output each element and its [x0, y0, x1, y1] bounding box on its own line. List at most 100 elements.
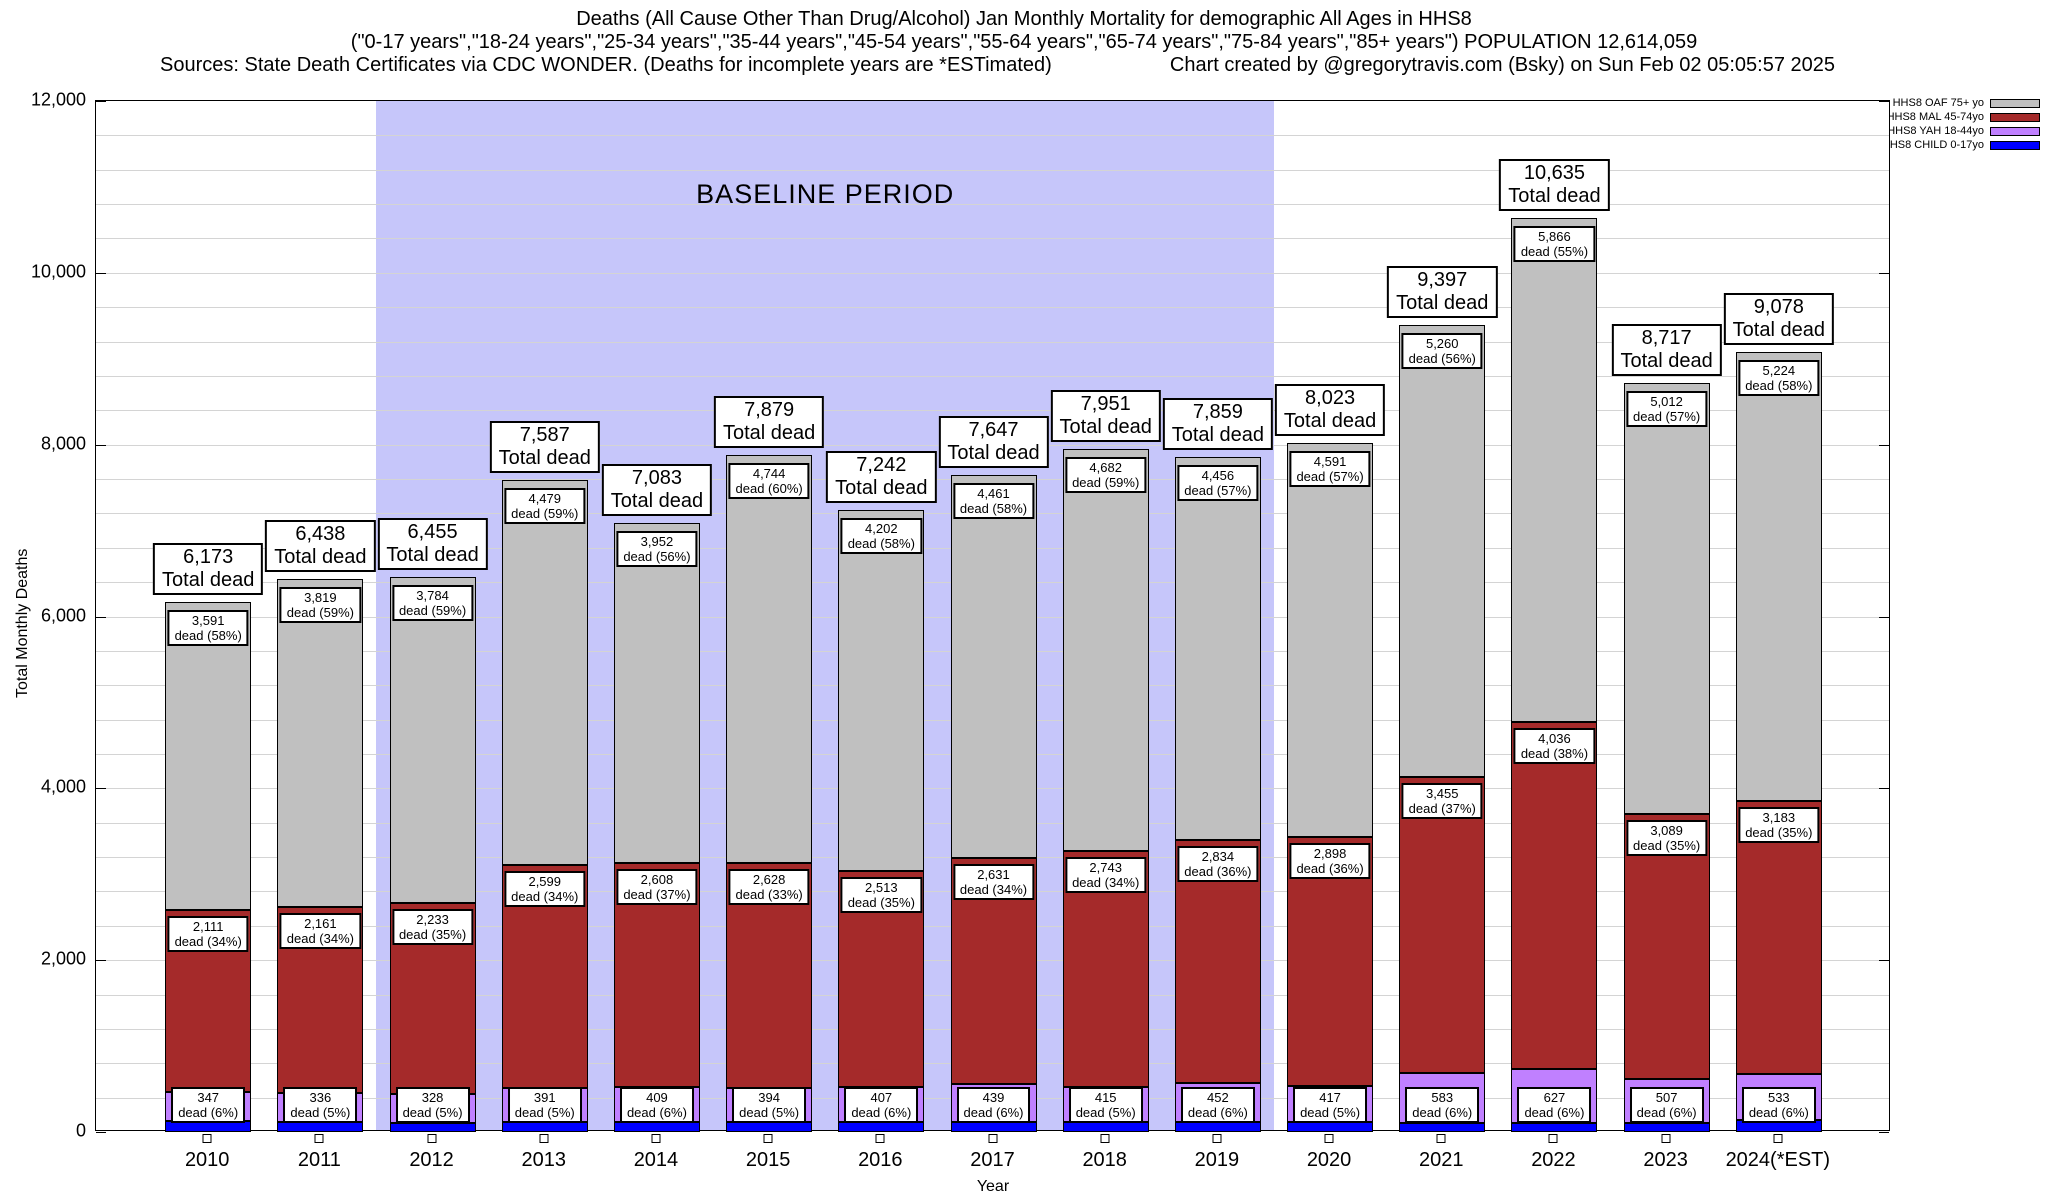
bar-segment-oaf-2022: [1511, 218, 1598, 723]
gridline: [96, 307, 1889, 309]
legend-item-yah: HHS8 YAH 18-44yo: [1882, 125, 2040, 137]
label-mal-2024(*EST): 3,183 dead (35%): [1738, 806, 1820, 843]
label-mal-2022: 4,036 dead (38%): [1513, 728, 1596, 765]
x-axis-marker-2021: [1436, 1134, 1446, 1143]
bar-segment-child-2017: [950, 1122, 1037, 1132]
y-tick-label-4,000: 4,000: [40, 776, 86, 797]
bar-segment-child-2013: [501, 1121, 588, 1132]
x-axis-marker-2011: [314, 1134, 324, 1143]
bar-segment-child-2014: [613, 1122, 700, 1132]
legend-item-mal: HHS8 MAL 45-74yo: [1882, 111, 2040, 123]
legend: HHS8 OAF 75+ yo HHS8 MAL 45-74yo HHS8 YAH …: [1882, 97, 2040, 151]
legend-item-child: HHS8 CHILD 0-17yo: [1882, 139, 2040, 151]
label-total-2017: 7,647 Total dead: [938, 415, 1049, 468]
x-axis-marker-2018: [1100, 1134, 1110, 1143]
label-oaf-2011: 3,819 dead (59%): [279, 586, 361, 623]
gridline: [96, 410, 1889, 412]
x-tick-label-2011: 2011: [297, 1149, 341, 1171]
bar-segment-child-2019: [1174, 1121, 1261, 1132]
chart-title-line3: Sources: State Death Certificates via CD…: [160, 54, 1835, 77]
bar-segment-child-2011: [277, 1121, 364, 1132]
label-oaf-2015: 4,744 dead (60%): [728, 463, 810, 500]
label-yah-2020: 417 dead (5%): [1293, 1087, 1368, 1123]
chart-title-line2: ("0-17 years","18-24 years","25-34 years…: [350, 31, 1698, 53]
x-axis-marker-2014: [651, 1134, 661, 1143]
baseline-period-label: BASELINE PERIOD: [696, 179, 955, 209]
label-total-2010: 6,173 Total dead: [153, 542, 264, 595]
bar-segment-child-2018: [1062, 1122, 1149, 1132]
legend-label-yah: HHS8 YAH 18-44yo: [1887, 125, 1984, 137]
gridline: [96, 341, 1889, 343]
y-tick-label-6,000: 6,000: [40, 605, 86, 625]
label-mal-2021: 3,455 dead (37%): [1401, 782, 1483, 819]
y-tick-mark: [96, 788, 106, 790]
x-tick-label-2016: 2016: [858, 1149, 903, 1171]
x-tick-label-2018: 2018: [1082, 1149, 1127, 1171]
bar-segment-child-2015: [726, 1122, 813, 1132]
x-axis-marker-2013: [539, 1134, 549, 1143]
bar-segment-oaf-2011: [277, 578, 364, 907]
label-mal-2012: 2,233 dead (35%): [391, 908, 474, 945]
label-oaf-2012: 3,784 dead (59%): [391, 585, 474, 622]
bar-segment-oaf-2021: [1399, 324, 1486, 777]
y-tick-mark: [1879, 616, 1889, 618]
legend-swatch-yah: [1990, 126, 2040, 136]
gridline: [96, 375, 1889, 377]
bar-segment-oaf-2016: [838, 509, 925, 871]
gridline: [96, 135, 1889, 137]
label-total-2011: 6,438 Total dead: [265, 519, 376, 572]
y-tick-label-0: 0: [75, 1120, 86, 1141]
chart-credit-note: Chart created by @gregorytravis.com (Bsk…: [1169, 54, 1835, 76]
x-tick-label-2010: 2010: [184, 1149, 230, 1171]
y-tick-mark: [96, 616, 106, 618]
y-tick-mark: [1879, 444, 1889, 446]
y-tick-mark: [1879, 272, 1889, 274]
x-tick-label-2017: 2017: [970, 1149, 1015, 1171]
label-total-2020: 8,023 Total dead: [1274, 383, 1386, 436]
plot-area: BASELINE PERIOD 6,173 Total dead 3,591 dead…: [95, 100, 1890, 1133]
x-tick-label-2022: 2022: [1531, 1149, 1576, 1171]
bar-segment-oaf-2018: [1062, 448, 1149, 852]
label-total-2024(*EST): 9,078 Total dead: [1723, 293, 1834, 346]
x-axis-marker-2017: [988, 1134, 997, 1143]
bar-segment-oaf-2013: [501, 480, 588, 865]
x-axis-marker-2019: [1212, 1134, 1222, 1143]
y-tick-mark: [1879, 788, 1889, 790]
label-oaf-2022: 5,866 dead (55%): [1513, 226, 1596, 263]
x-axis-marker-2020: [1324, 1134, 1334, 1143]
bar-segment-oaf-2023: [1623, 383, 1710, 814]
bar-segment-mal-2021: [1399, 776, 1486, 1074]
bar-segment-mal-2022: [1511, 722, 1598, 1069]
bar-segment-oaf-2019: [1174, 456, 1261, 840]
chart-title-line1: Deaths (All Cause Other Than Drug/Alcoho…: [576, 8, 1472, 30]
legend-swatch-mal: [1990, 112, 2040, 122]
label-mal-2018: 2,743 dead (34%): [1065, 857, 1147, 894]
label-oaf-2018: 4,682 dead (59%): [1065, 456, 1147, 493]
bar-segment-oaf-2014: [613, 523, 700, 863]
label-yah-2013: 391 dead (5%): [507, 1087, 582, 1123]
label-total-2021: 9,397 Total dead: [1387, 265, 1498, 318]
y-tick-mark: [96, 444, 106, 446]
bar-segment-oaf-2010: [165, 601, 252, 911]
x-axis-marker-2023: [1661, 1134, 1671, 1143]
x-tick-label-2012: 2012: [409, 1149, 454, 1171]
legend-label-child: HHS8 CHILD 0-17yo: [1881, 139, 1984, 151]
label-oaf-2016: 4,202 dead (58%): [840, 517, 922, 554]
gridline: [96, 238, 1889, 240]
bar-segment-oaf-2015: [726, 455, 813, 863]
label-yah-2014: 409 dead (6%): [619, 1087, 694, 1123]
label-mal-2015: 2,628 dead (33%): [728, 868, 810, 905]
x-axis-marker-2010: [202, 1134, 212, 1143]
y-tick-mark: [1879, 101, 1889, 102]
label-yah-2012: 328 dead (5%): [395, 1087, 470, 1123]
bar-segment-child-2023: [1623, 1122, 1710, 1132]
label-mal-2023: 3,089 dead (35%): [1626, 819, 1708, 856]
y-tick-label-10,000: 10,000: [30, 261, 86, 282]
label-total-2012: 6,455 Total dead: [377, 518, 488, 571]
legend-label-oaf: HHS8 OAF 75+ yo: [1892, 97, 1984, 109]
label-yah-2011: 336 dead (5%): [283, 1087, 358, 1123]
bar-segment-mal-2023: [1623, 813, 1710, 1080]
y-tick-mark: [96, 960, 106, 962]
x-axis-marker-2016: [875, 1134, 885, 1143]
